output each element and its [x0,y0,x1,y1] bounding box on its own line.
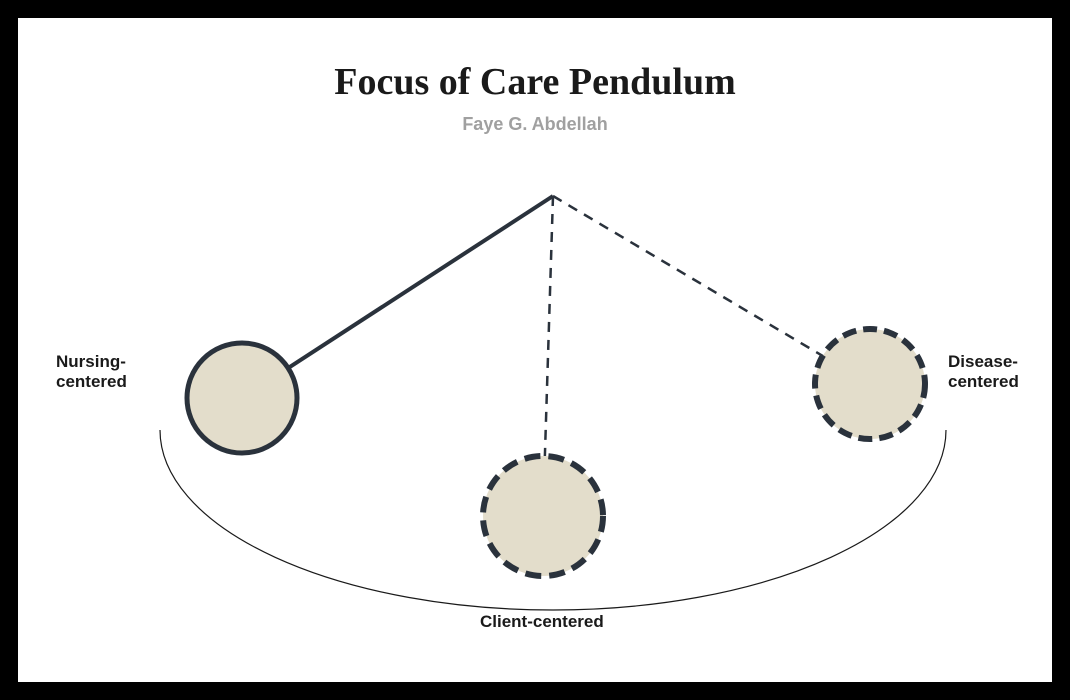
bob-label-nursing: Nursing- centered [56,352,127,393]
bob-label-disease: Disease- centered [948,352,1019,393]
diagram-frame: Focus of Care Pendulum Faye G. Abdellah … [0,0,1070,700]
bob-label-client: Client-centered [480,612,604,632]
pendulum-diagram [18,18,1052,682]
